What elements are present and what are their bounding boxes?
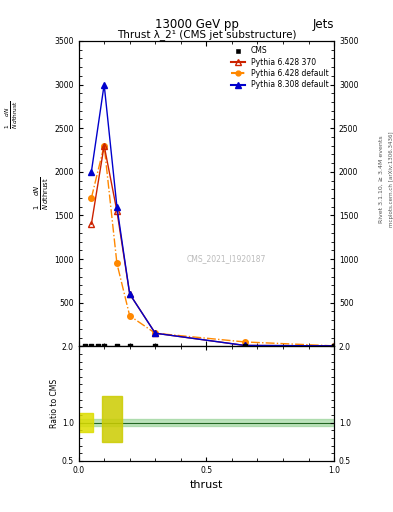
Pythia 6.428 370 [127, 291, 132, 297]
Pythia 6.428 default [153, 330, 158, 336]
Line: Pythia 6.428 370: Pythia 6.428 370 [88, 142, 338, 349]
Legend: CMS, Pythia 6.428 370, Pythia 6.428 default, Pythia 8.308 default: CMS, Pythia 6.428 370, Pythia 6.428 defa… [230, 45, 330, 91]
CMS [82, 342, 88, 350]
Pythia 6.428 default [102, 142, 107, 148]
Bar [79, 414, 93, 432]
CMS [101, 342, 107, 350]
Line: Pythia 8.308 default: Pythia 8.308 default [88, 81, 338, 349]
Pythia 8.308 default [153, 330, 158, 336]
CMS [127, 342, 133, 350]
Pythia 6.428 370 [153, 330, 158, 336]
CMS [331, 342, 337, 350]
Text: 13000 GeV pp: 13000 GeV pp [154, 18, 239, 31]
Title: Thrust λ_2¹ (CMS jet substructure): Thrust λ_2¹ (CMS jet substructure) [117, 29, 296, 40]
Bar [79, 419, 334, 426]
Pythia 6.428 370 [89, 221, 94, 227]
Line: Pythia 6.428 default: Pythia 6.428 default [88, 143, 337, 349]
CMS [114, 342, 120, 350]
Pythia 6.428 default [332, 343, 336, 349]
Pythia 8.308 default [115, 204, 119, 210]
CMS [88, 342, 95, 350]
CMS [241, 342, 248, 350]
X-axis label: thrust: thrust [190, 480, 223, 490]
Pythia 8.308 default [242, 343, 247, 349]
Y-axis label: Ratio to CMS: Ratio to CMS [50, 379, 59, 428]
Y-axis label: $\frac{1}{N}\frac{dN}{d\mathrm{thrust}}$: $\frac{1}{N}\frac{dN}{d\mathrm{thrust}}$ [33, 177, 51, 210]
Pythia 8.308 default [89, 169, 94, 175]
CMS [95, 342, 101, 350]
Text: CMS_2021_I1920187: CMS_2021_I1920187 [187, 254, 266, 263]
Text: Jets: Jets [312, 18, 334, 31]
Text: Rivet 3.1.10, ≥ 3.4M events: Rivet 3.1.10, ≥ 3.4M events [379, 135, 384, 223]
Text: $\frac{1}{N}\frac{dN}{d\mathrm{thrust}}$: $\frac{1}{N}\frac{dN}{d\mathrm{thrust}}$ [4, 100, 20, 129]
Pythia 8.308 default [102, 81, 107, 88]
Pythia 6.428 370 [332, 343, 336, 349]
Pythia 6.428 default [242, 339, 247, 345]
Pythia 6.428 default [115, 260, 119, 266]
Pythia 6.428 370 [115, 208, 119, 214]
Pythia 6.428 default [89, 195, 94, 201]
Pythia 8.308 default [332, 343, 336, 349]
Pythia 8.308 default [127, 291, 132, 297]
Pythia 6.428 default [127, 313, 132, 319]
Pythia 6.428 370 [242, 343, 247, 349]
CMS [152, 342, 158, 350]
Text: mcplots.cern.ch [arXiv:1306.3436]: mcplots.cern.ch [arXiv:1306.3436] [389, 132, 393, 227]
Pythia 6.428 370 [102, 142, 107, 148]
Bar [101, 396, 122, 442]
